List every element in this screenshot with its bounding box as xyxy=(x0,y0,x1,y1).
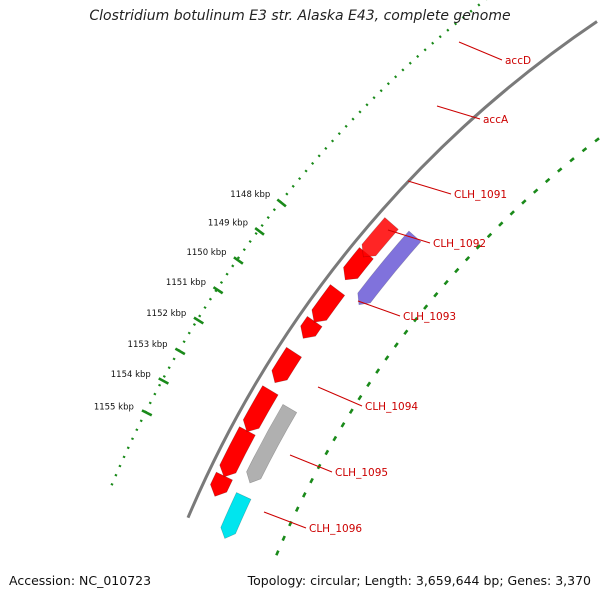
gene-label: CLH_1091 xyxy=(454,189,507,201)
ruler-tick-label: 1152 kbp xyxy=(146,309,186,319)
inner-tick-ring xyxy=(275,136,600,556)
ruler-tick-label: 1149 kbp xyxy=(208,219,248,229)
gene-feature-outer xyxy=(219,426,256,478)
gene-label: accA xyxy=(483,114,509,126)
ruler-tick-label: 1154 kbp xyxy=(111,370,151,380)
gene-leader-line xyxy=(289,454,333,473)
gene-leader-line xyxy=(458,41,503,61)
gene-label: CLH_1095 xyxy=(335,467,388,479)
ruler-dotted-ring xyxy=(110,0,488,486)
gene-feature-outer xyxy=(300,315,323,339)
ruler-tick-label: 1155 kbp xyxy=(94,402,134,412)
gene-label: CLH_1093 xyxy=(403,311,456,323)
gene-leader-line xyxy=(263,511,307,529)
gene-leader-line xyxy=(317,386,363,407)
ruler-tick-label: 1153 kbp xyxy=(128,340,168,350)
gene-feature-pseudogene xyxy=(246,403,298,484)
gene-label: CLH_1092 xyxy=(433,238,486,250)
gene-feature-inner xyxy=(357,230,422,306)
ruler-tick xyxy=(158,377,170,385)
gene-leader-line xyxy=(387,229,431,244)
ruler-tick xyxy=(212,286,224,295)
ruler-tick xyxy=(233,256,244,265)
accession-text: Accession: NC_010723 xyxy=(9,573,152,588)
ruler-tick xyxy=(276,198,287,208)
ruler-tick xyxy=(174,347,186,356)
ruler-tick xyxy=(254,227,265,236)
genome-summary-text: Topology: circular; Length: 3,659,644 bp… xyxy=(247,573,591,588)
gene-label: CLH_1094 xyxy=(365,401,418,413)
genome-backbone xyxy=(186,20,598,519)
gene-feature-outer xyxy=(271,346,303,384)
gene-feature-outer xyxy=(361,217,399,258)
gene-label: CLH_1096 xyxy=(309,523,362,535)
ruler-tick xyxy=(141,409,153,417)
gene-feature-outer xyxy=(210,471,233,497)
gene-leader-line xyxy=(357,300,401,317)
ruler-tick-label: 1151 kbp xyxy=(166,278,206,288)
gene-leader-line xyxy=(436,105,481,120)
gene-feature-inner xyxy=(220,492,252,539)
gene-feature-outer xyxy=(311,284,346,323)
gene-leader-line xyxy=(407,180,452,195)
ruler-tick-label: 1150 kbp xyxy=(186,248,226,258)
gene-feature-outer xyxy=(242,385,279,433)
map-title: Clostridium botulinum E3 str. Alaska E43… xyxy=(89,8,511,24)
gene-label: accD xyxy=(505,55,531,67)
ruler-tick xyxy=(193,316,205,325)
ruler-tick-label: 1148 kbp xyxy=(230,190,270,200)
